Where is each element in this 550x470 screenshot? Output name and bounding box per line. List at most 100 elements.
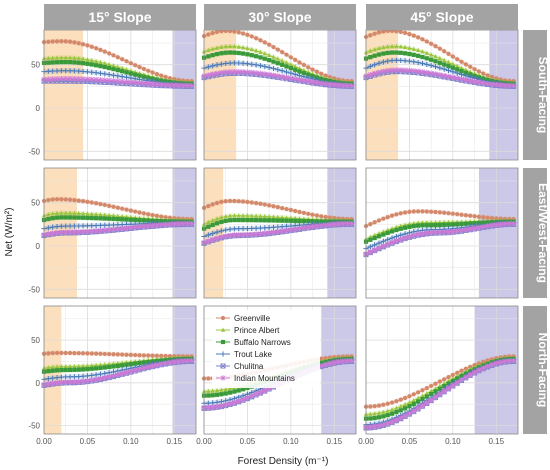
panel-r0-c1-point-2-5: [223, 50, 228, 55]
y-tick-label-r1-2: 50: [31, 199, 40, 208]
panel-r0-c0-point-0-17: [115, 55, 120, 60]
panel-r2-c0-point-2-17: [115, 363, 120, 368]
panel-r0-c0-point-5-22: [136, 80, 143, 86]
panel-r2-c1-point-1-4: [219, 387, 224, 392]
panel-r0-c1-point-2-18: [280, 62, 285, 67]
panel-r1-c1-point-5-17: [275, 229, 281, 235]
panel-r2-c0-point-5-15: [106, 374, 112, 380]
panel-r0-c2-point-1-21: [455, 63, 460, 68]
panel-r1-c0-point-0-6: [67, 197, 73, 202]
panel-r2-c2-point-0-14: [424, 386, 429, 391]
panel-r1-c1-point-1-1: [206, 219, 211, 225]
panel-r0-c1-point-0-22: [297, 60, 302, 65]
x-tick-label-c0-1: 0.05: [80, 437, 96, 446]
panel-r1-c0-point-0-29: [167, 215, 173, 220]
panel-r0-c1-point-5-10: [244, 69, 251, 75]
panel-r1-c0-point-1-18: [120, 214, 125, 219]
panel-r0-c0-point-5-7: [71, 76, 77, 82]
panel-r1-c1-point-3-18: [279, 224, 285, 230]
panel-r1-c2-point-2-15: [429, 223, 434, 228]
panel-r0-c2-point-1-18: [442, 57, 447, 63]
panel-r2-c2-point-5-15: [428, 397, 434, 403]
panel-r2-c2-point-5-27: [480, 365, 486, 371]
panel-r2-c0-point-5-21: [132, 367, 138, 373]
panel-r2-c1-point-1-5: [223, 386, 228, 392]
y-tick-label-r1-1: 0: [36, 242, 41, 251]
panel-r0-c0-point-1-6: [67, 55, 73, 60]
panel-r0-c0-point-3-2: [50, 68, 56, 74]
panel-r0-c2-point-2-7: [394, 50, 399, 55]
panel-r1-c0-point-0-12: [94, 201, 99, 206]
panel-r0-c2-point-3-19: [445, 67, 452, 74]
panel-r2-c2-point-2-2: [372, 415, 377, 421]
panel-r2-c1-point-5-32: [340, 358, 346, 364]
panel-r0-c0-point-1-3: [54, 55, 60, 60]
panel-r0-c0-point-1-9: [80, 56, 86, 61]
panel-r1-c1-point-2-11: [249, 218, 254, 223]
panel-r2-c0-point-5-23: [141, 365, 147, 371]
panel-r0-c0-point-3-18: [119, 73, 125, 80]
column-strip-label-0: 15° Slope: [88, 9, 151, 25]
panel-r1-c1-point-5-5: [223, 233, 229, 239]
panel-r0-c1-point-5-29: [327, 81, 333, 87]
panel-r2-c0-point-1-2: [50, 364, 55, 369]
panel-r2-c2-point-5-9: [402, 413, 408, 419]
panel-r2-c2-point-5-6: [389, 419, 395, 425]
panel-r1-c0-point-1-16: [111, 213, 116, 218]
panel-r2-c2-point-2-11: [411, 401, 416, 407]
tick-layer: -50 0 50 -50 0 50 -50 0 50 0.00 0.05 0.10 0.15 0.00 0.…: [28, 61, 504, 446]
panel-r1-c1-point-0-15: [267, 203, 272, 208]
panel-r2-c0-point-2-22: [137, 360, 142, 366]
panel-r1-c2-point-5-8: [398, 236, 404, 242]
panel-r0-c1-point-5-12: [253, 70, 259, 76]
panel-r2-c2-point-2-16: [433, 389, 438, 394]
panel-r0-c1-point-5-18: [279, 74, 285, 80]
panel-r0-c0-point-5-33: [184, 82, 190, 89]
panel-r2-c2-series-5: [363, 358, 517, 430]
panel-r0-c2-point-1-4: [381, 44, 386, 50]
panel-r1-c1-point-5-11: [249, 231, 255, 237]
panel-r1-c0-point-2-12: [94, 216, 99, 221]
panel-r1-c2-point-2-10: [407, 224, 412, 229]
panel-r2-c0-point-2-7: [72, 367, 77, 372]
panel-r2-c2-point-2-9: [402, 406, 408, 411]
panel-r2-c0-point-2-8: [76, 367, 81, 372]
panel-r1-c2-point-0-30: [494, 216, 499, 221]
column-strip-2: [366, 4, 518, 30]
panel-r0-c2-point-0-20: [450, 54, 455, 59]
panel-r0-c1-point-5-26: [314, 79, 320, 86]
panel-r0-c0-point-0-27: [159, 73, 164, 78]
panel-r1-c2-point-0-20: [450, 211, 455, 216]
panel-r0-c2-point-2-19: [446, 64, 451, 69]
panel-r1-c2-point-2-3: [376, 234, 382, 239]
panel-r0-c1-point-2-22: [297, 69, 302, 74]
panel-r1-c1-point-2-1: [206, 224, 211, 229]
panel-r1-c2-point-3-4: [380, 238, 386, 244]
panel-r2-c0-point-5-16: [110, 373, 117, 379]
panel-r2-c2-point-0-17: [437, 379, 442, 384]
panel-r2-c0-point-0-12: [94, 351, 99, 356]
panel-r1-c0-point-1-14: [102, 212, 107, 217]
panel-r0-c2-point-3-14: [424, 61, 430, 67]
panel-r0-c2-series-5: [363, 67, 517, 89]
legend-item-2: Buffalo Narrows: [216, 338, 291, 347]
panel-r2-c2-point-1-2: [372, 411, 377, 416]
panel-r0-c0-point-2-5: [63, 59, 68, 65]
panel-r0-c2-point-0-22: [459, 59, 464, 64]
panel-r2-c1-point-5-11: [249, 393, 255, 399]
panel-r1-c2-point-2-19: [446, 222, 451, 227]
panel-r2-c2-point-5-29: [489, 361, 495, 368]
panel-r2-c0-point-5-25: [149, 363, 156, 369]
legend-marker-3: [220, 351, 226, 357]
panel-r0-c2-point-5-2: [372, 70, 378, 76]
x-tick-label-c1-1: 0.05: [240, 437, 256, 446]
panel-r1-c2-point-5-20: [450, 228, 456, 235]
panel-r0-c2-point-0-3: [376, 30, 382, 35]
panel-r1-c0-point-0-2: [50, 197, 55, 202]
panel-r0-c1-point-2-11: [249, 53, 254, 58]
panel-r1-c2-point-2-23: [463, 221, 468, 226]
panel-r1-c1-point-1-16: [271, 214, 276, 219]
panel-r1-c2-point-0-16: [433, 209, 438, 215]
panel-r2-c2-point-5-10: [406, 410, 413, 416]
panel-r2-c1-point-5-6: [227, 401, 233, 407]
